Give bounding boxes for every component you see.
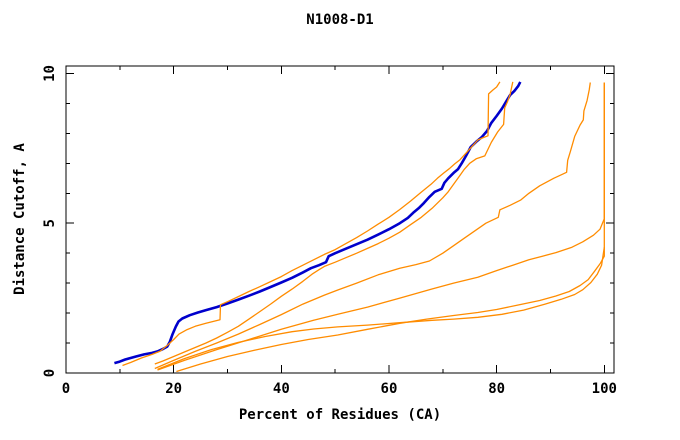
series-model-6 [176, 82, 605, 373]
series-highlighted-model [114, 81, 522, 365]
series-model-7 [157, 247, 605, 371]
x-tick-label: 40 [273, 381, 290, 397]
axis-tick-labels: 0 20 40 60 80 100 0 5 10 [42, 65, 617, 397]
y-tick-label: 10 [42, 65, 58, 82]
y-axis-title: Distance Cutoff, A [12, 143, 28, 295]
series-model-5 [157, 82, 605, 371]
x-axis-title: Percent of Residues (CA) [239, 407, 441, 423]
x-tick-label: 80 [488, 381, 505, 397]
series-model-3 [154, 81, 514, 365]
plot-frame [65, 65, 615, 374]
series-model-4 [154, 82, 591, 370]
y-tick-label: 5 [42, 219, 58, 227]
plot-border [65, 65, 615, 374]
axis-ticks [65, 66, 614, 374]
data-series [114, 81, 605, 373]
y-tick-label: 0 [42, 369, 58, 377]
series-model-2 [122, 81, 501, 367]
x-tick-label: 20 [165, 381, 182, 397]
x-tick-label: 60 [381, 381, 398, 397]
x-tick-label: 0 [62, 381, 70, 397]
chart-title: N1008-D1 [306, 12, 373, 28]
x-tick-label: 100 [592, 381, 617, 397]
